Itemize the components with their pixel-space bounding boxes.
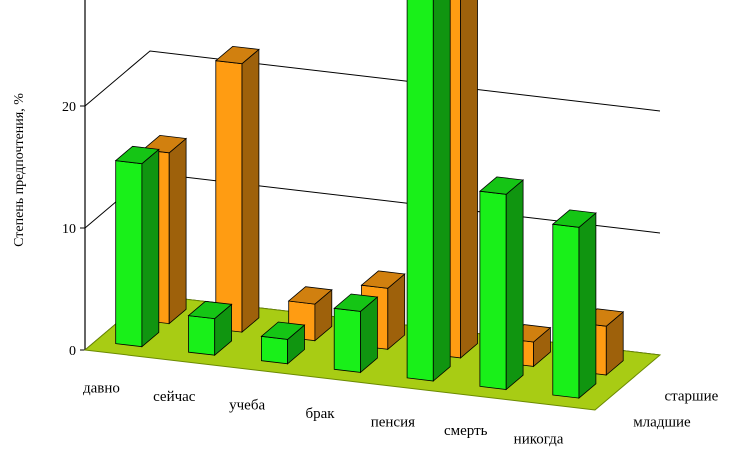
bar-front-3-front-face bbox=[260, 335, 289, 365]
bar-back-2 bbox=[214, 45, 260, 333]
y-tick-label: 0 bbox=[69, 344, 76, 359]
bar-front-1-top-face bbox=[114, 145, 160, 165]
bars-front-row bbox=[114, 0, 597, 399]
series-label-front: младшие bbox=[633, 415, 691, 431]
bar-front-7-side-face bbox=[578, 212, 597, 399]
bar-front-5 bbox=[406, 0, 451, 382]
category-label: никогда bbox=[514, 432, 564, 448]
bar-front-1-side-face bbox=[141, 148, 160, 348]
bar-front-3 bbox=[260, 321, 306, 365]
y-axis bbox=[80, 0, 86, 351]
bar-front-4-top-face bbox=[333, 293, 379, 312]
bar-front-7 bbox=[551, 209, 597, 399]
bar-back-2-side-face bbox=[241, 48, 260, 333]
bar-front-6-front-face bbox=[479, 190, 507, 390]
y-axis-title: Степень предпочтения, % bbox=[12, 93, 27, 247]
bar-back-4-top-face bbox=[360, 270, 406, 289]
bar-back-2-front-face bbox=[215, 60, 243, 333]
category-label: сейчас bbox=[153, 389, 196, 405]
bar-front-2-front-face bbox=[188, 315, 216, 356]
gridline bbox=[84, 50, 661, 112]
y-tick-label: 20 bbox=[62, 100, 76, 115]
category-label: брак bbox=[305, 406, 335, 422]
category-label: давно bbox=[83, 380, 120, 396]
bar-front-3-top-face bbox=[260, 321, 306, 340]
bar-front-6-top-face bbox=[478, 176, 525, 195]
bar-back-1-side-face bbox=[168, 137, 187, 325]
series-labels: старшие младшие bbox=[633, 389, 718, 431]
bar-front-5-side-face bbox=[432, 0, 451, 382]
bar-front-6-side-face bbox=[505, 179, 524, 391]
bar-front-2-top-face bbox=[187, 300, 233, 320]
category-label: смерть bbox=[444, 423, 488, 439]
bar-front-2 bbox=[187, 300, 233, 357]
y-tick-labels: 01020304050 bbox=[62, 100, 76, 359]
bar-front-7-top-face bbox=[551, 209, 597, 228]
bar-front-1 bbox=[114, 145, 160, 348]
bar-front-1-front-face bbox=[115, 160, 143, 348]
bar-front-7-front-face bbox=[552, 223, 580, 399]
category-label: учеба bbox=[229, 397, 265, 413]
bar-front-4-front-face bbox=[333, 307, 361, 373]
bar-front-6 bbox=[478, 176, 525, 391]
category-label: пенсия bbox=[371, 415, 415, 431]
bar-back-3-top-face bbox=[287, 286, 333, 305]
series-label-back: старшие bbox=[665, 389, 719, 405]
category-labels: давно сейчас учеба брак пенсия смерть никогда bbox=[83, 380, 564, 447]
bar-back-2-top-face bbox=[214, 45, 260, 65]
bar-front-5-front-face bbox=[406, 0, 434, 382]
bar-back-5-side-face bbox=[460, 0, 478, 359]
y-tick-label: 10 bbox=[62, 222, 76, 237]
bar-front-4 bbox=[333, 293, 379, 374]
